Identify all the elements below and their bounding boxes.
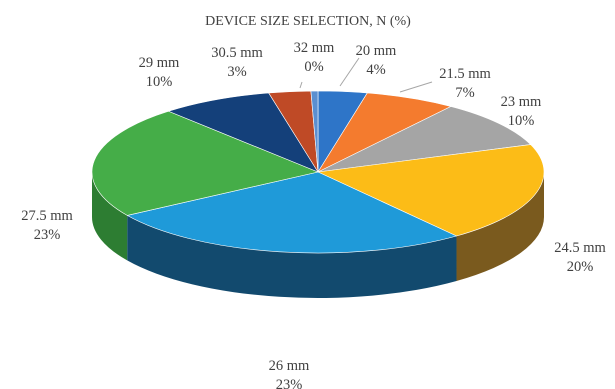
slice-side xyxy=(127,215,457,298)
leader-lines xyxy=(299,57,433,93)
slice-label: 30.5 mm 3% xyxy=(211,45,263,80)
slice-percent-label: 10% xyxy=(508,113,535,129)
pie-slice xyxy=(126,171,457,254)
slice-label: 21.5 mm 7% xyxy=(439,66,491,101)
slice-size-label: 32 mm xyxy=(294,40,335,56)
slice-size-label: 30.5 mm xyxy=(211,45,263,61)
pie-slice xyxy=(310,90,319,173)
slice-size-label: 29 mm xyxy=(139,55,180,71)
slice-percent-label: 23% xyxy=(276,377,303,389)
slice-side xyxy=(92,172,128,261)
slice-percent-label: 0% xyxy=(304,59,323,75)
slice-percent-label: 10% xyxy=(146,74,173,90)
slice-percent-label: 20% xyxy=(567,259,594,275)
slice-labels: 20 mm 4% 21.5 mm 7%23 mm 10%24.5 mm 20%26 mm 2… xyxy=(21,40,606,389)
slice-side xyxy=(456,172,544,282)
pie-sides xyxy=(92,172,544,298)
leader-line xyxy=(399,81,433,93)
slice-label: 24.5 mm 20% xyxy=(554,240,606,275)
pie-slices xyxy=(91,90,545,254)
slice-label: 27.5 mm 23% xyxy=(21,208,73,243)
pie-slice xyxy=(91,110,319,216)
slice-size-label: 24.5 mm xyxy=(554,240,606,256)
pie-slice xyxy=(317,106,531,173)
slice-percent-label: 4% xyxy=(366,62,385,78)
slice-label: 32 mm 0% xyxy=(294,40,335,75)
slice-label: 23 mm 10% xyxy=(501,94,542,129)
slice-size-label: 21.5 mm xyxy=(439,66,491,82)
slice-size-label: 23 mm xyxy=(501,94,542,110)
leader-line xyxy=(299,81,303,89)
pie-slice xyxy=(168,92,319,173)
slice-percent-label: 23% xyxy=(34,227,61,243)
chart-title: DEVICE SIZE SELECTION, N (%) xyxy=(205,14,411,29)
slice-percent-label: 7% xyxy=(455,85,474,101)
slice-size-label: 27.5 mm xyxy=(21,208,73,224)
slice-label: 26 mm 23% xyxy=(269,358,310,389)
slice-size-label: 20 mm xyxy=(356,43,397,59)
slice-label: 20 mm 4% xyxy=(356,43,397,78)
leader-line xyxy=(339,57,360,87)
slice-percent-label: 3% xyxy=(227,64,246,80)
slice-size-label: 26 mm xyxy=(269,358,310,374)
slice-label: 29 mm 10% xyxy=(139,55,180,90)
pie-slice xyxy=(317,144,545,237)
